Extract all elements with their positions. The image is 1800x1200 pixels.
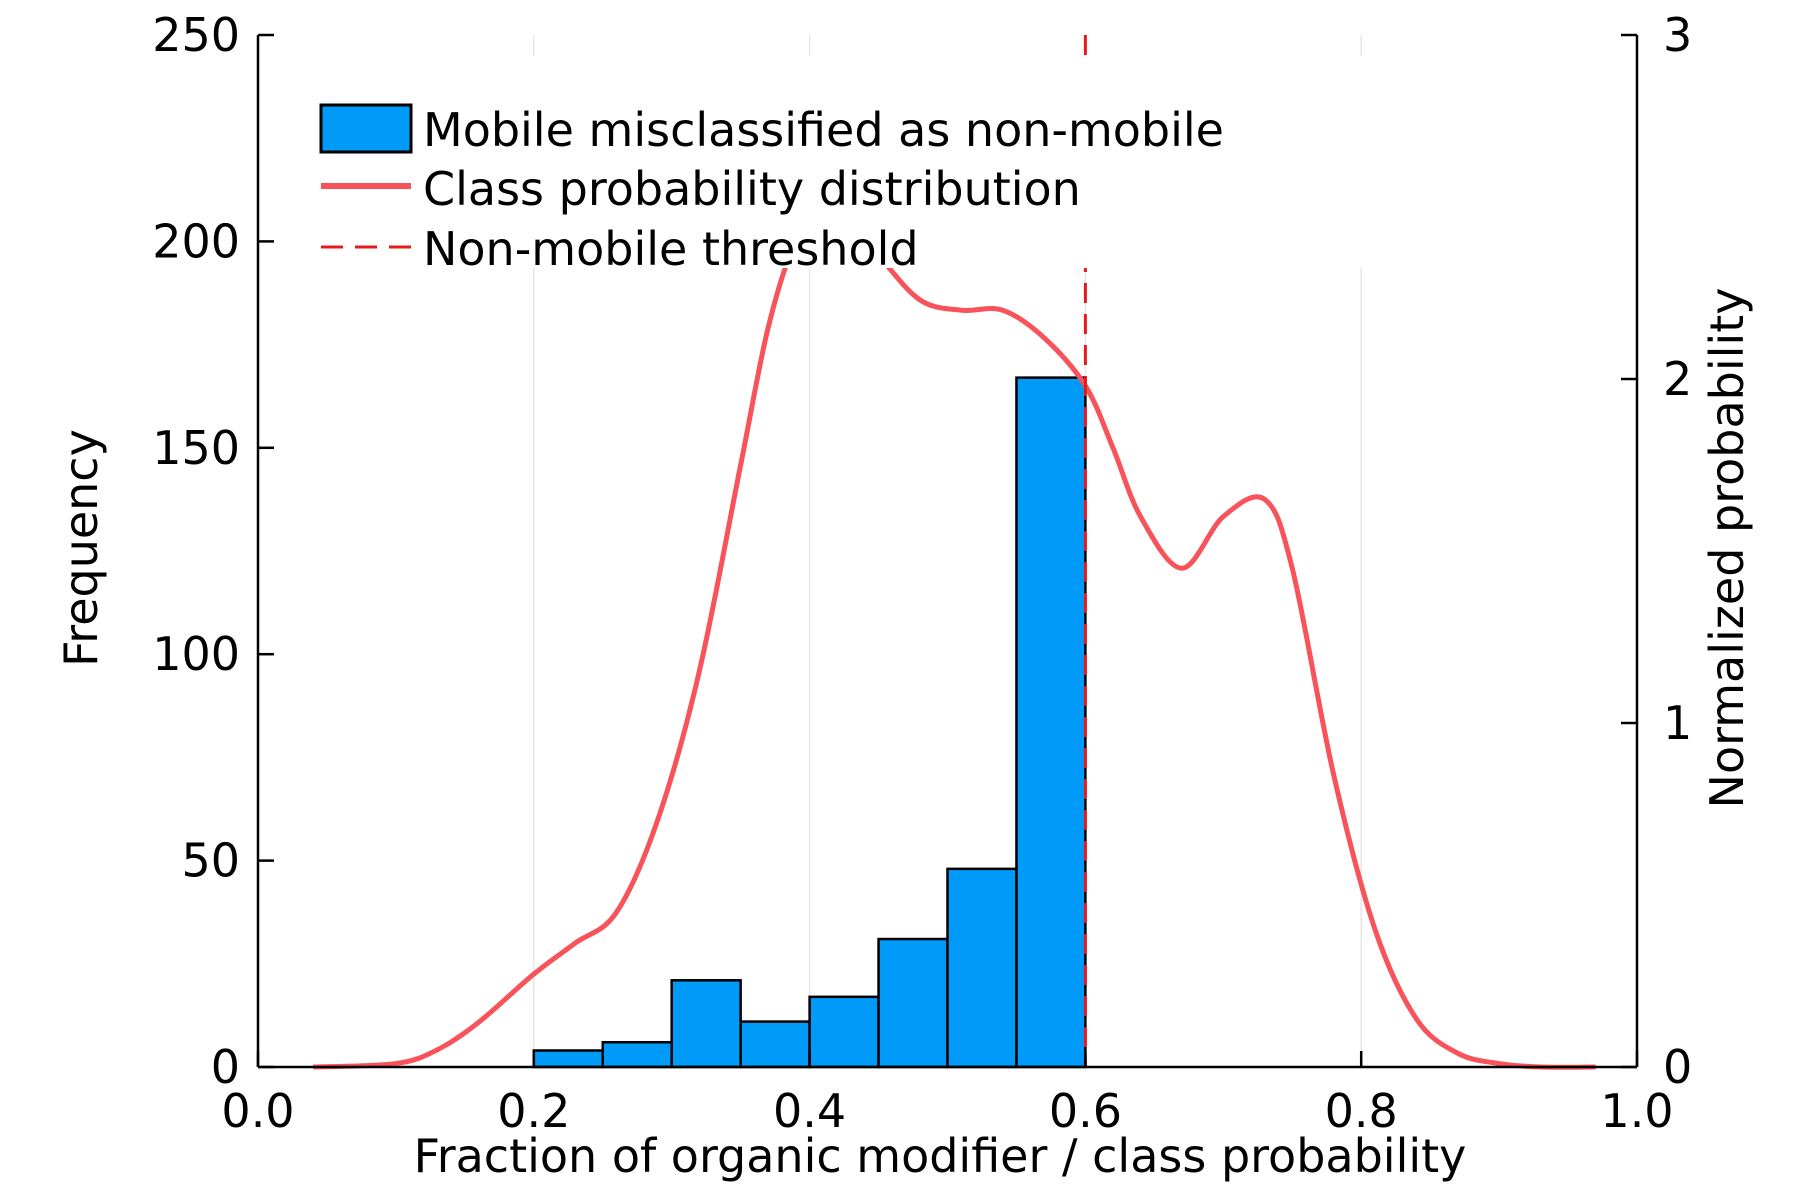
y2-tick-label: 1 bbox=[1663, 696, 1692, 750]
legend-density-label: Class probability distribution bbox=[423, 162, 1081, 216]
histogram-bar bbox=[739, 1020, 811, 1069]
legend-threshold-label: Non-mobile threshold bbox=[423, 222, 919, 276]
y-tick-label: 250 bbox=[152, 8, 240, 62]
histogram-bar bbox=[601, 1040, 673, 1069]
histogram-bar bbox=[877, 937, 949, 1069]
x-tick-label: 0.6 bbox=[1049, 1084, 1122, 1138]
axes bbox=[256, 33, 1639, 1069]
histogram-bar bbox=[670, 979, 742, 1069]
histogram-bar bbox=[1015, 376, 1087, 1069]
y2-tick-label: 0 bbox=[1663, 1040, 1692, 1094]
histogram-bar bbox=[532, 1049, 604, 1069]
x-tick-label: 1.0 bbox=[1600, 1084, 1673, 1138]
y-tick-label: 50 bbox=[181, 834, 240, 888]
x-tick-label: 0.8 bbox=[1325, 1084, 1398, 1138]
y-tick-label: 200 bbox=[152, 214, 240, 268]
legend: Mobile misclassified as non-mobile Class… bbox=[319, 56, 1368, 276]
legend-histogram-label: Mobile misclassified as non-mobile bbox=[423, 103, 1224, 157]
histogram-bar bbox=[946, 867, 1018, 1069]
histogram-bar bbox=[808, 995, 880, 1069]
x-tick-label: 0.4 bbox=[773, 1084, 846, 1138]
legend-histogram-swatch bbox=[319, 103, 413, 154]
y-axis-label: Frequency bbox=[54, 429, 108, 667]
x-tick-label: 0.0 bbox=[221, 1084, 294, 1138]
x-tick-label: 0.2 bbox=[497, 1084, 570, 1138]
y-tick-label: 150 bbox=[152, 421, 240, 475]
y-tick-label: 100 bbox=[152, 627, 240, 681]
y2-tick-label: 3 bbox=[1663, 8, 1692, 62]
legend-background bbox=[320, 56, 1368, 268]
y2-axis-label: Normalized probability bbox=[1700, 288, 1754, 809]
density-curve bbox=[313, 210, 1596, 1070]
y-tick-label: 0 bbox=[211, 1040, 240, 1094]
x-axis-label: Fraction of organic modifier / class pro… bbox=[414, 1129, 1467, 1183]
histogram-bars bbox=[532, 376, 1087, 1069]
y2-tick-label: 2 bbox=[1663, 352, 1692, 406]
